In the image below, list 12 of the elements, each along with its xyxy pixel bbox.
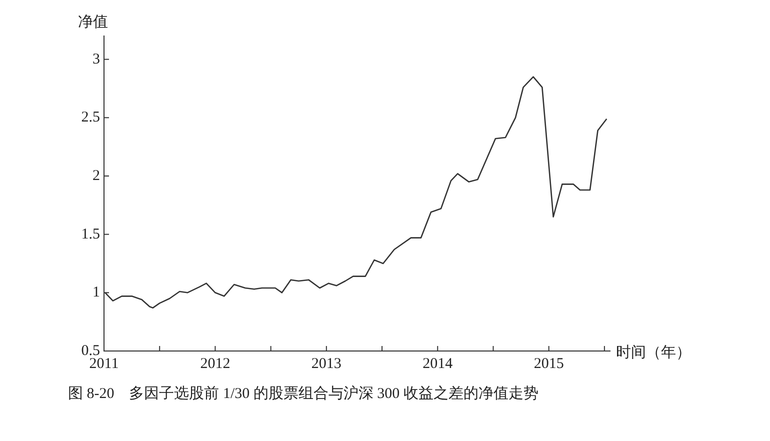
x-tick-label: 2012	[200, 356, 230, 372]
y-tick-label: 1.5	[81, 226, 100, 242]
x-axis-title: 时间（年）	[616, 344, 691, 361]
y-axis-title: 净值	[78, 13, 108, 30]
x-tick-label: 2013	[311, 356, 342, 372]
y-tick-label: 2	[92, 168, 100, 184]
y-tick-label: 2.5	[81, 110, 100, 126]
text: 图 8-20 多因子选股前 1/30 的股票组合与沪深 300 收益之差的净值走势	[67, 384, 540, 403]
x-tick-label: 2014	[422, 356, 454, 372]
y-tick-label: 3	[92, 51, 100, 68]
x-tick-label: 2015	[534, 356, 564, 372]
y-tick-label: 1	[92, 284, 100, 301]
